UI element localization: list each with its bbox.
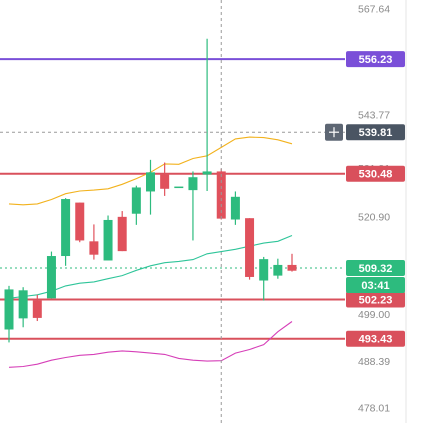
- candles: [4, 38, 297, 343]
- candle[interactable]: [131, 185, 141, 225]
- y-tick-label: 488.39: [358, 356, 390, 368]
- candle[interactable]: [188, 171, 198, 241]
- candle[interactable]: [245, 218, 255, 280]
- y-tick-label: 478.01: [358, 402, 390, 414]
- candle-body: [160, 174, 170, 189]
- candle[interactable]: [32, 294, 42, 322]
- candle[interactable]: [46, 251, 56, 299]
- candle-body: [89, 241, 99, 255]
- y-tick-label: 520.90: [358, 211, 390, 223]
- candle[interactable]: [202, 38, 212, 192]
- candle[interactable]: [174, 186, 184, 189]
- price-level-label: 530.48: [359, 169, 393, 181]
- candle[interactable]: [4, 285, 14, 343]
- candle[interactable]: [18, 287, 28, 328]
- candle[interactable]: [273, 258, 283, 279]
- add-alert-icon[interactable]: [325, 123, 343, 141]
- current-price-tag: [346, 259, 405, 276]
- crosshair-price-label: 539.81: [359, 127, 393, 139]
- candle-body: [216, 171, 226, 219]
- candle[interactable]: [61, 198, 71, 266]
- candle-body: [202, 171, 212, 175]
- candle-body: [32, 300, 42, 318]
- candle[interactable]: [75, 202, 85, 243]
- candle[interactable]: [146, 159, 155, 215]
- crosshair: [0, 0, 345, 423]
- candle[interactable]: [117, 211, 127, 252]
- candle-body: [230, 196, 240, 220]
- horizontal-lines: [0, 58, 345, 340]
- price-axis: 567.64543.77531.81520.90499.00488.39478.…: [346, 0, 407, 423]
- candle-body: [259, 259, 269, 281]
- candle-body: [18, 290, 28, 319]
- candle[interactable]: [230, 191, 240, 225]
- candle-body: [46, 256, 56, 299]
- price-level-tag: [346, 165, 405, 182]
- candle[interactable]: [160, 162, 170, 196]
- candle[interactable]: [89, 224, 99, 260]
- current-price-label: 509.32: [359, 263, 393, 275]
- countdown-label: 03:41: [361, 280, 389, 292]
- countdown-tag: [346, 276, 405, 293]
- candle-body: [75, 202, 85, 241]
- y-tick-label: 499.00: [358, 309, 390, 321]
- candle-body: [174, 186, 184, 189]
- price-level-tag: [346, 51, 405, 68]
- candle-body: [287, 264, 297, 271]
- candle-body: [4, 289, 14, 330]
- candle[interactable]: [287, 253, 297, 272]
- candle-body: [117, 216, 127, 252]
- indicator-line-3: [8, 321, 293, 368]
- y-tick-label: 567.64: [358, 3, 390, 15]
- candle-body: [245, 218, 255, 277]
- candle-body: [273, 264, 283, 276]
- indicator-line-2: [8, 234, 293, 299]
- price-level-tag: [346, 291, 405, 308]
- crosshair-price-tag: [346, 124, 405, 141]
- candle-body: [188, 177, 198, 191]
- candle[interactable]: [103, 215, 113, 261]
- candle[interactable]: [259, 256, 269, 301]
- price-level-label: 502.23: [359, 295, 393, 307]
- price-level-tag: [346, 330, 405, 347]
- candle-body: [103, 219, 113, 261]
- y-tick-label: 543.77: [358, 110, 390, 122]
- candle-body: [146, 172, 155, 192]
- candle-body: [61, 199, 71, 257]
- price-level-label: 556.23: [359, 54, 393, 66]
- price-level-label: 493.43: [359, 334, 393, 346]
- candle-body: [131, 187, 141, 214]
